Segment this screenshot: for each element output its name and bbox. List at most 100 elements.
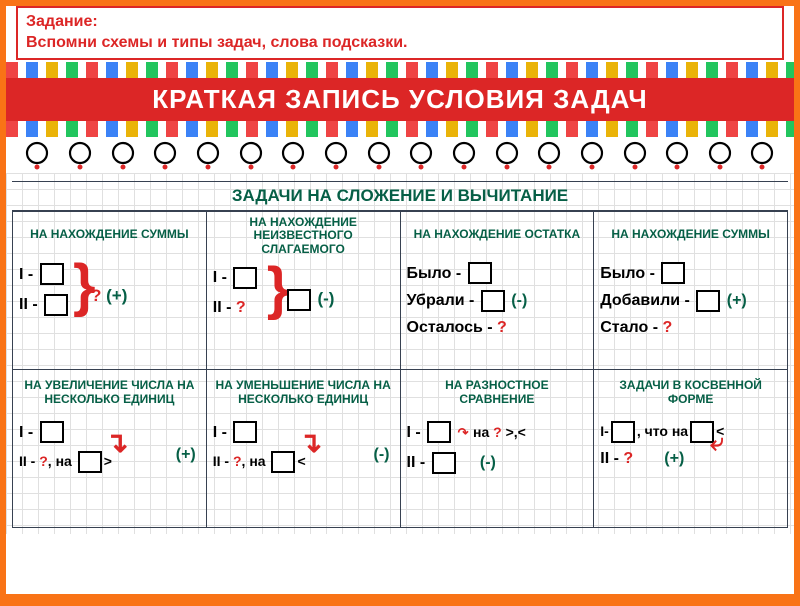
confetti-top (6, 62, 794, 78)
poster-title-bar: КРАТКАЯ ЗАПИСЬ УСЛОВИЯ ЗАДАЧ (6, 78, 794, 121)
arrow-icon: ↴ (105, 416, 128, 469)
spiral-ring-icon (193, 139, 223, 171)
grid-area: ЗАДАЧИ НА СЛОЖЕНИЕ И ВЫЧИТАНИЕ НА НАХОЖД… (6, 173, 794, 534)
spiral-ring-icon (577, 139, 607, 171)
roman-2: II - (19, 296, 38, 313)
spiral-binding (6, 137, 794, 173)
cell-body: I - ↷ на ? >,< II - (-) (407, 418, 588, 479)
spiral-ring-icon (662, 139, 692, 171)
spiral-ring-icon (65, 139, 95, 171)
roman-2: II - (407, 454, 426, 471)
was: Было - (407, 265, 462, 282)
empty-box (611, 421, 635, 443)
spiral-ring-icon (492, 139, 522, 171)
poster-title: КРАТКАЯ ЗАПИСЬ УСЛОВИЯ ЗАДАЧ (152, 84, 647, 114)
roman-1: I- (600, 423, 609, 439)
cells-grid: НА НАХОЖДЕНИЕ СУММЫ I - II - } ? (+) НА … (12, 211, 788, 528)
confetti-bottom (6, 121, 794, 137)
roman-1: I - (213, 424, 227, 441)
operation: (+) (727, 292, 747, 309)
spiral-ring-icon (620, 139, 650, 171)
cell-decrease: НА УМЕНЬШЕНИЕ ЧИСЛА НА НЕСКОЛЬКО ЕДИНИЦ … (207, 369, 401, 527)
removed: Убрали - (407, 292, 475, 309)
cell-sum-2: НА НАХОЖДЕНИЕ СУММЫ Было - Добавили - (+… (594, 211, 788, 369)
instruction-box: Задание: Вспомни схемы и типы задач, сло… (16, 6, 784, 60)
spiral-ring-icon (278, 139, 308, 171)
cell-heading: НА НАХОЖДЕНИЕ СУММЫ (600, 216, 781, 254)
empty-box (40, 421, 64, 443)
spiral-ring-icon (449, 139, 479, 171)
spiral-ring-icon (406, 139, 436, 171)
question-mark: ? (91, 286, 101, 305)
cell-body: Было - Добавили - (+) Стало - ? (600, 260, 781, 342)
instruction-title: Задание: (26, 12, 774, 33)
cell-increase: НА УВЕЛИЧЕНИЕ ЧИСЛА НА НЕСКОЛЬКО ЕДИНИЦ … (13, 369, 207, 527)
roman-2: II - ?, на (19, 453, 76, 469)
cell-heading: НА НАХОЖДЕНИЕ СУММЫ (19, 216, 200, 254)
operation: (+) (106, 286, 127, 305)
roman-1: I - (407, 424, 421, 441)
cell-heading: ЗАДАЧИ В КОСВЕННОЙ ФОРМЕ (600, 374, 781, 412)
empty-box (233, 267, 257, 289)
operation: (-) (480, 454, 496, 471)
empty-box (696, 290, 720, 312)
was: Было - (600, 265, 655, 282)
empty-box (271, 451, 295, 473)
cell-heading: НА НАХОЖДЕНИЕ НЕИЗВЕСТНОГО СЛАГАЕМОГО (213, 216, 394, 257)
cell-heading: НА НАХОЖДЕНИЕ ОСТАТКА (407, 216, 588, 254)
empty-box (78, 451, 102, 473)
cell-body: I - II - } ? (+) (19, 260, 200, 321)
empty-box (481, 290, 505, 312)
empty-box (661, 262, 685, 284)
cell-heading: НА УВЕЛИЧЕНИЕ ЧИСЛА НА НЕСКОЛЬКО ЕДИНИЦ (19, 374, 200, 412)
operation: (+) (664, 450, 684, 467)
spiral-ring-icon (747, 139, 777, 171)
poster: КРАТКАЯ ЗАПИСЬ УСЛОВИЯ ЗАДАЧ ЗАДАЧИ НА С… (6, 62, 794, 534)
cell-difference: НА РАЗНОСТНОЕ СРАВНЕНИЕ I - ↷ на ? >,< I… (401, 369, 595, 527)
cell-sum: НА НАХОЖДЕНИЕ СУММЫ I - II - } ? (+) (13, 211, 207, 369)
spiral-ring-icon (150, 139, 180, 171)
operation: (-) (511, 292, 527, 309)
empty-box (44, 294, 68, 316)
mid: на ? >,< (473, 424, 526, 440)
cell-remainder: НА НАХОЖДЕНИЕ ОСТАТКА Было - Убрали - (-… (401, 211, 595, 369)
roman-2: II - ?, на (213, 453, 270, 469)
cell-body: Было - Убрали - (-) Осталось - ? (407, 260, 588, 342)
empty-box (432, 452, 456, 474)
cell-indirect: ЗАДАЧИ В КОСВЕННОЙ ФОРМЕ I-, что на< II … (594, 369, 788, 527)
became: Стало - ? (600, 319, 672, 336)
roman-2-q: II - ? (213, 299, 246, 316)
curve-arrow-icon: ↷ (458, 425, 469, 440)
cell-heading: НА РАЗНОСТНОЕ СРАВНЕНИЕ (407, 374, 588, 412)
roman-1: I - (19, 266, 33, 283)
instruction-text: Вспомни схемы и типы задач, слова подска… (26, 33, 774, 54)
that-by: , что на (637, 423, 688, 439)
arrow-icon: ↴ (299, 416, 322, 469)
empty-box (233, 421, 257, 443)
empty-box (40, 263, 64, 285)
spiral-ring-icon (22, 139, 52, 171)
empty-box (427, 421, 451, 443)
cell-body: I-, что на< II - ? (+) ⤶ (600, 418, 781, 475)
spiral-ring-icon (534, 139, 564, 171)
operation: (-) (317, 289, 334, 308)
spiral-ring-icon (236, 139, 266, 171)
spiral-ring-icon (108, 139, 138, 171)
cell-heading: НА УМЕНЬШЕНИЕ ЧИСЛА НА НЕСКОЛЬКО ЕДИНИЦ (213, 374, 394, 412)
roman-1: I - (19, 424, 33, 441)
operation: (+) (176, 440, 196, 470)
roman-2: II - ? (600, 450, 633, 467)
empty-box (287, 289, 311, 311)
empty-box (468, 262, 492, 284)
cell-body: I - II - ? } (-) (213, 263, 394, 324)
added: Добавили - (600, 292, 690, 309)
cell-unknown-addend: НА НАХОЖДЕНИЕ НЕИЗВЕСТНОГО СЛАГАЕМОГО I … (207, 211, 401, 369)
page: Задание: Вспомни схемы и типы задач, сло… (6, 6, 794, 594)
spiral-ring-icon (705, 139, 735, 171)
cell-body: I - II - ?, на < ↴ (-) (213, 418, 394, 475)
operation: (-) (374, 440, 390, 470)
spiral-ring-icon (321, 139, 351, 171)
section-title: ЗАДАЧИ НА СЛОЖЕНИЕ И ВЫЧИТАНИЕ (12, 181, 788, 211)
arrow-icon: ⤶ (710, 420, 723, 466)
spiral-ring-icon (364, 139, 394, 171)
